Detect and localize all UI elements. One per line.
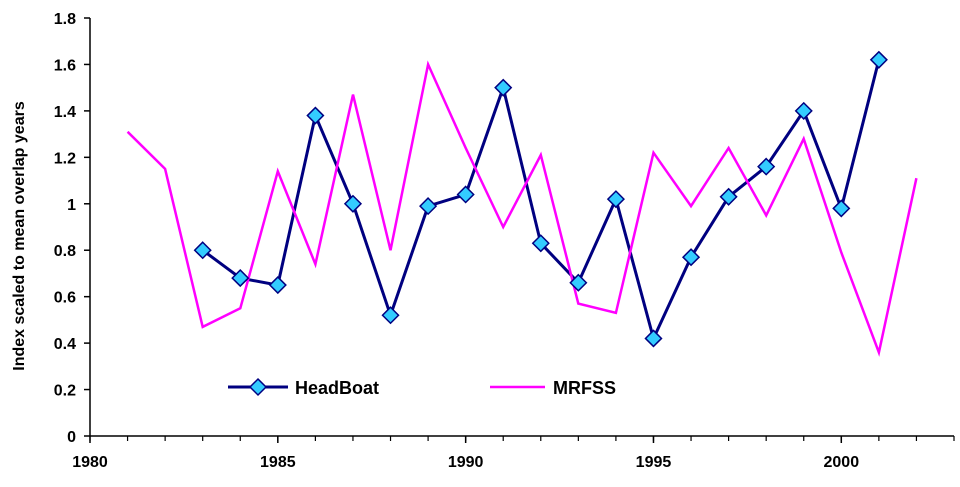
y-tick-label: 1.4	[54, 104, 76, 121]
headboat-point	[869, 50, 888, 69]
headboat-point	[268, 275, 287, 295]
y-tick-label: 0	[67, 429, 76, 446]
headboat-point	[343, 194, 363, 213]
legend-headboat-marker	[248, 377, 268, 397]
y-tick-label: 0.8	[54, 243, 76, 260]
x-tick-label: 1990	[448, 454, 484, 471]
mrfss-line	[126, 60, 918, 357]
legend-headboat-label: HeadBoat	[295, 378, 379, 398]
x-tick-label: 1995	[636, 454, 672, 471]
headboat-point	[606, 190, 625, 209]
x-tick-label: 1985	[260, 454, 296, 471]
headboat-point	[644, 329, 663, 348]
headboat-point	[794, 101, 813, 120]
y-axis-title: Index scaled to mean overlap years	[11, 101, 28, 371]
headboat-line	[201, 59, 881, 343]
headboat-point	[231, 269, 250, 288]
headboat-point	[719, 187, 738, 206]
x-tick-label: 1980	[72, 454, 108, 471]
y-tick-label: 1	[67, 197, 76, 214]
axes: 0 0.2 0.4 0.6 0.8 1 1.2 1.4 1.6 1.8 1980 1985 1990 19…	[54, 11, 955, 471]
headboat-point	[681, 248, 701, 267]
headboat-point	[757, 157, 776, 176]
y-tick-label: 0.4	[54, 336, 76, 353]
y-tick-label: 0.2	[54, 383, 76, 400]
headboat-point	[569, 273, 588, 292]
headboat-point	[494, 78, 513, 97]
series-layer	[126, 50, 918, 357]
headboat-point	[306, 106, 325, 125]
y-tick-label: 1.8	[54, 11, 76, 28]
headboat-point	[832, 199, 851, 218]
headboat-point	[531, 234, 550, 253]
y-tick-label: 1.6	[54, 57, 76, 74]
y-tick-label: 1.2	[54, 150, 76, 167]
legend-mrfss-label: MRFSS	[553, 378, 616, 398]
headboat-point	[456, 185, 475, 204]
x-tick-label: 2000	[824, 454, 860, 471]
headboat-point	[381, 306, 400, 325]
headboat-point	[193, 241, 212, 260]
y-tick-label: 0.6	[54, 290, 76, 307]
legend: HeadBoat MRFSS	[228, 377, 616, 398]
headboat-point	[419, 197, 438, 216]
